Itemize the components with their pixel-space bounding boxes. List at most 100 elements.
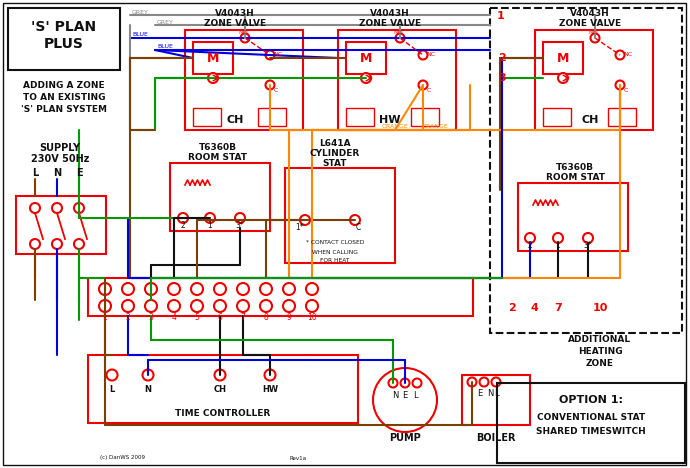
Circle shape [491, 378, 500, 387]
Circle shape [235, 213, 245, 223]
Circle shape [553, 233, 563, 243]
Text: 1*: 1* [296, 224, 304, 233]
Circle shape [191, 300, 203, 312]
Text: ADDING A ZONE: ADDING A ZONE [23, 80, 105, 89]
Text: GREY: GREY [132, 9, 149, 15]
Text: HW: HW [262, 386, 278, 395]
Text: L: L [32, 168, 38, 178]
Text: 1: 1 [103, 314, 108, 322]
Circle shape [260, 283, 272, 295]
Text: 230V 50Hz: 230V 50Hz [31, 154, 89, 164]
Text: Rev1a: Rev1a [290, 455, 307, 461]
Circle shape [122, 283, 134, 295]
Text: ADDITIONAL: ADDITIONAL [569, 336, 631, 344]
Text: L: L [110, 386, 115, 395]
Bar [411, 108, 439, 126]
Circle shape [122, 300, 134, 312]
Text: (c) DanWS 2009: (c) DanWS 2009 [100, 455, 145, 461]
Bar [462, 375, 530, 425]
Text: STAT: STAT [323, 159, 347, 168]
Text: ZONE VALVE: ZONE VALVE [359, 19, 421, 28]
Circle shape [237, 300, 249, 312]
Circle shape [99, 283, 111, 295]
Text: L: L [493, 388, 498, 397]
Text: HW: HW [380, 115, 401, 125]
Circle shape [615, 80, 624, 89]
Circle shape [266, 80, 275, 89]
Text: BOILER: BOILER [476, 433, 515, 443]
Text: HEATING: HEATING [578, 348, 622, 357]
Text: 4: 4 [530, 303, 538, 313]
Text: C: C [427, 88, 431, 93]
Text: CH: CH [226, 115, 244, 125]
Text: ZONE VALVE: ZONE VALVE [559, 19, 621, 28]
Bar [8, 8, 120, 70]
Circle shape [480, 378, 489, 387]
Circle shape [106, 370, 117, 380]
Circle shape [52, 239, 62, 249]
Text: 10: 10 [592, 303, 608, 313]
Bar [497, 383, 685, 463]
Circle shape [208, 73, 218, 83]
Bar [338, 30, 456, 130]
Text: 'S' PLAN SYSTEM: 'S' PLAN SYSTEM [21, 104, 107, 114]
Text: CONVENTIONAL STAT: CONVENTIONAL STAT [537, 414, 645, 423]
Text: TIME CONTROLLER: TIME CONTROLLER [175, 409, 270, 417]
Circle shape [591, 34, 600, 43]
Text: CH: CH [581, 115, 599, 125]
Text: T6360B: T6360B [556, 163, 594, 173]
Text: 3: 3 [148, 314, 153, 322]
Circle shape [74, 239, 84, 249]
Text: V4043H: V4043H [215, 8, 255, 17]
Text: * CONTACT CLOSED: * CONTACT CLOSED [306, 241, 364, 246]
Text: 7: 7 [241, 314, 246, 322]
Text: ZONE VALVE: ZONE VALVE [204, 19, 266, 28]
Text: ORANGE: ORANGE [382, 124, 408, 130]
Text: C: C [274, 88, 278, 93]
Text: CH: CH [213, 386, 226, 395]
Bar [193, 42, 233, 74]
Text: 3: 3 [498, 73, 506, 83]
Circle shape [241, 34, 250, 43]
Circle shape [264, 370, 275, 380]
Text: NO: NO [588, 29, 598, 35]
Circle shape [373, 368, 437, 432]
Text: N: N [144, 386, 152, 395]
Circle shape [30, 239, 40, 249]
Text: E: E [76, 168, 82, 178]
Text: PUMP: PUMP [389, 433, 421, 443]
Circle shape [468, 378, 477, 387]
Circle shape [395, 34, 404, 43]
Text: PLUS: PLUS [44, 37, 84, 51]
Text: NC: NC [624, 52, 633, 58]
Text: FOR HEAT: FOR HEAT [320, 258, 350, 263]
Text: C: C [355, 224, 361, 233]
Circle shape [74, 203, 84, 213]
Text: OPTION 1:: OPTION 1: [559, 395, 623, 405]
Text: TO AN EXISTING: TO AN EXISTING [23, 93, 106, 102]
Text: V4043H: V4043H [370, 8, 410, 17]
Text: 'S' PLAN: 'S' PLAN [32, 20, 97, 34]
Circle shape [283, 300, 295, 312]
Text: BLUE: BLUE [157, 44, 173, 50]
Text: 10: 10 [307, 314, 317, 322]
Text: M: M [557, 51, 569, 65]
Text: 1: 1 [555, 241, 560, 250]
Circle shape [237, 283, 249, 295]
Bar [543, 108, 571, 126]
Circle shape [30, 203, 40, 213]
Text: 8: 8 [264, 314, 268, 322]
Text: M: M [207, 51, 219, 65]
Text: 2: 2 [498, 53, 506, 63]
Text: NC: NC [426, 52, 435, 58]
Text: 5: 5 [195, 314, 199, 322]
Text: 6: 6 [217, 314, 222, 322]
Circle shape [178, 213, 188, 223]
Text: 2: 2 [181, 221, 186, 231]
Text: SUPPLY: SUPPLY [39, 143, 81, 153]
Text: 1: 1 [497, 11, 505, 21]
Text: ROOM STAT: ROOM STAT [188, 154, 248, 162]
Bar [608, 108, 636, 126]
Circle shape [52, 203, 62, 213]
Circle shape [419, 80, 428, 89]
